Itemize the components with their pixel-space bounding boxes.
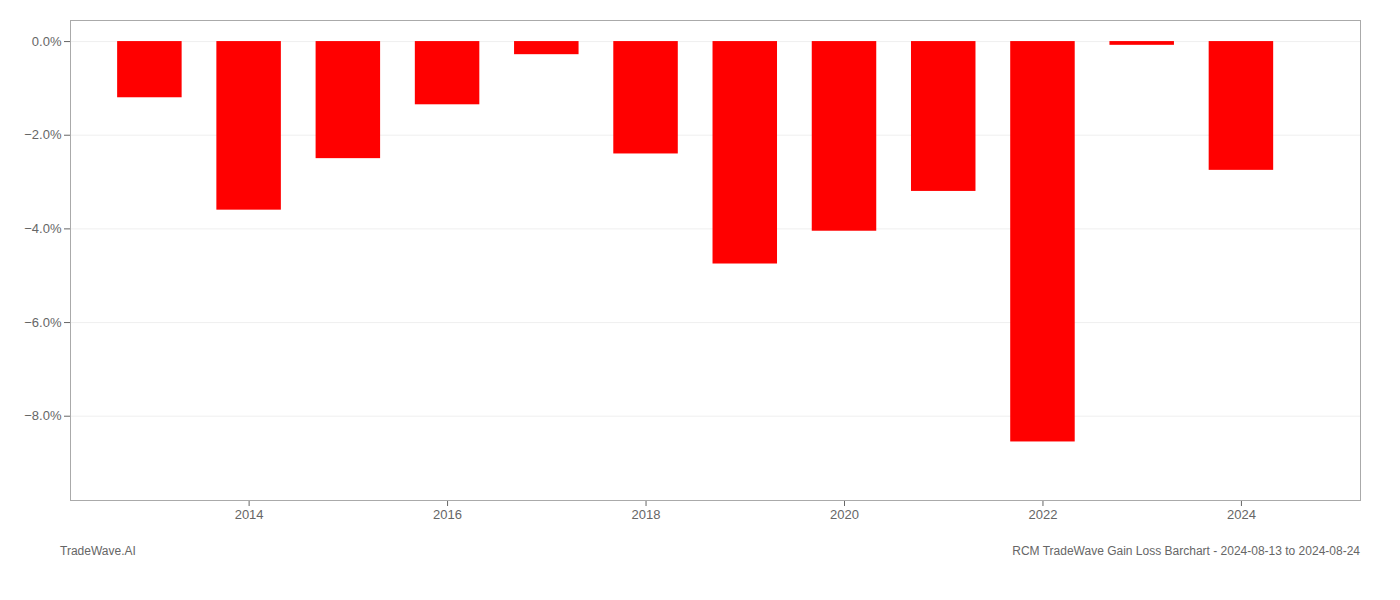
svg-text:2022: 2022 [1029, 507, 1058, 522]
svg-text:2018: 2018 [632, 507, 661, 522]
svg-text:2016: 2016 [433, 507, 462, 522]
svg-text:−6.0%: −6.0% [24, 315, 62, 330]
svg-text:−4.0%: −4.0% [24, 221, 62, 236]
svg-text:2014: 2014 [235, 507, 264, 522]
svg-text:2020: 2020 [830, 507, 859, 522]
svg-text:2024: 2024 [1227, 507, 1256, 522]
svg-text:−8.0%: −8.0% [24, 408, 62, 423]
svg-text:0.0%: 0.0% [32, 34, 62, 49]
html-text:TradeWave.AI: TradeWave.AI [60, 544, 136, 558]
svg-text:−2.0%: −2.0% [24, 127, 62, 142]
html-text:RCM TradeWave Gain Loss Barcha: RCM TradeWave Gain Loss Barchart - 2024-… [1012, 544, 1360, 558]
